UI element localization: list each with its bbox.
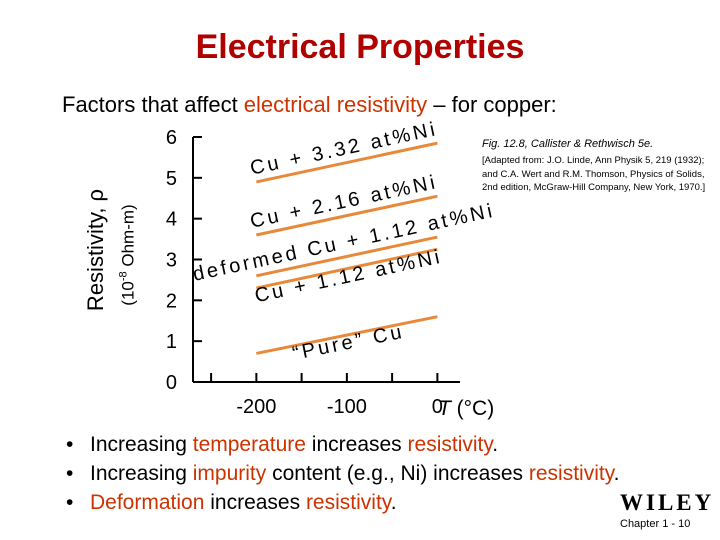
bullet-text: . (613, 462, 620, 485)
bullet-item: • Increasing temperature increases resist… (66, 430, 620, 459)
y-tick-label: 3 (166, 250, 177, 272)
slide-footer: Chapter 1 - 10 (620, 518, 691, 530)
series-label: “Pure” Cu (291, 321, 407, 365)
bullet-symbol: • (66, 491, 74, 514)
y-tick-label: 5 (166, 168, 177, 190)
bullet-symbol: • (66, 462, 74, 485)
series-line (256, 194, 438, 237)
x-axis-symbol: T (438, 397, 451, 420)
series-line (256, 235, 438, 278)
bullet-text: Increasing (90, 433, 193, 456)
bullet-highlight: Deformation (90, 491, 205, 514)
bullet-symbol: • (66, 433, 74, 456)
slide-title: Electrical Properties (195, 28, 525, 66)
bullet-highlight: temperature (192, 433, 306, 456)
subtitle: Factors that affect electrical resistivi… (62, 92, 557, 118)
y-tick-label: 1 (166, 331, 177, 353)
bullet-highlight: resistivity (407, 433, 493, 456)
bullet-text: Increasing (90, 462, 193, 485)
x-axis-unit: (°C) (450, 397, 495, 420)
bullet-text: . (492, 433, 499, 456)
series-line (256, 141, 438, 184)
bullet-text: increases (305, 433, 408, 456)
bullet-text: content (e.g., Ni) increases (266, 462, 529, 485)
bullet-text: . (390, 491, 397, 514)
y-tick-label: 4 (166, 209, 177, 231)
y-tick-label: 6 (166, 127, 177, 149)
bullet-highlight: resistivity (528, 462, 614, 485)
bullet-text: increases (204, 491, 306, 514)
bullet-highlight: resistivity (305, 491, 391, 514)
x-tick-label: -100 (327, 396, 367, 418)
x-axis-label: T (°C) (438, 397, 494, 421)
bullet-highlight: impurity (192, 462, 267, 485)
subtitle-highlight: electrical resistivity (243, 92, 428, 117)
wiley-logo: WILEY (620, 490, 715, 515)
series-line (256, 315, 438, 355)
y-tick-label: 0 (166, 372, 177, 394)
figure-credit: Fig. 12.8, Callister & Rethwisch 5e. (482, 138, 654, 150)
subtitle-suffix: – for copper: (427, 92, 557, 117)
chart-lines (256, 141, 438, 355)
x-tick-label: 0 (432, 396, 443, 418)
bullet-item: • Increasing impurity content (e.g., Ni) … (66, 459, 620, 488)
subtitle-prefix: Factors that affect (62, 92, 244, 117)
figure-adapted-source: [Adapted from: J.O. Linde, Ann Physik 5,… (482, 155, 706, 193)
bullet-item: • Deformation increases resistivity. (66, 488, 620, 517)
bullet-list: • Increasing temperature increases resist… (66, 430, 620, 517)
chart-axes: 0 1 2 3 4 5 6 -200 -100 0 (166, 127, 460, 418)
x-tick-label: -200 (236, 396, 276, 418)
series-line (256, 247, 438, 290)
y-tick-label: 2 (166, 290, 177, 312)
